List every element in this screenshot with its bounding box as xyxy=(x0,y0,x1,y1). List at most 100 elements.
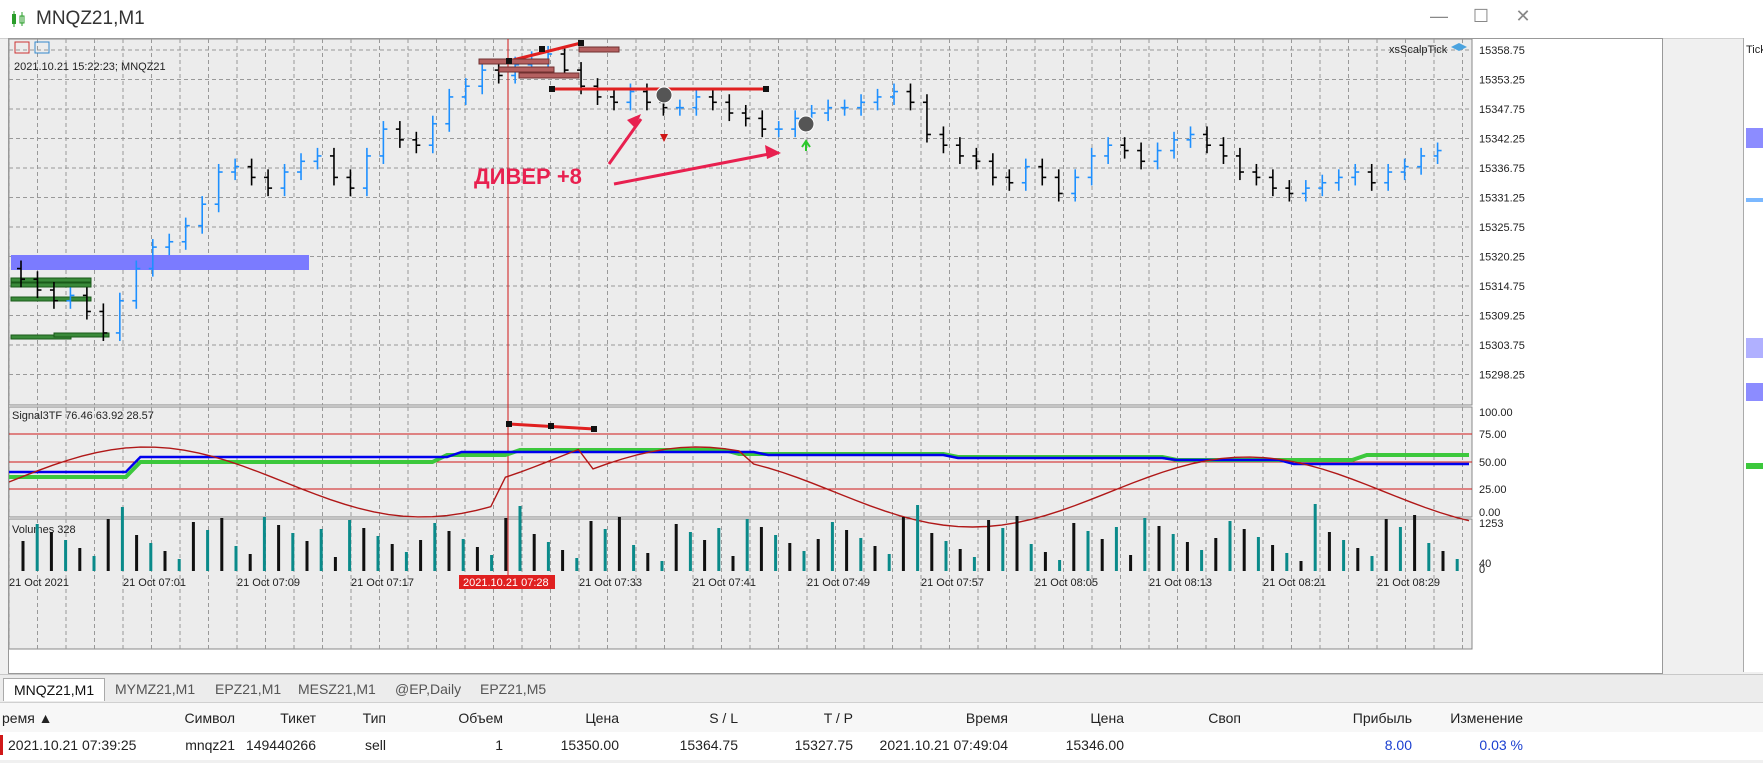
price-bar xyxy=(1301,180,1310,202)
price-bar xyxy=(708,88,717,111)
cursor-time-badge xyxy=(459,575,555,589)
volume-tick-label: 0 xyxy=(1479,564,1485,576)
volume-label: Volumes 328 xyxy=(12,524,76,536)
price-bar xyxy=(741,104,750,127)
price-bar xyxy=(99,303,108,341)
price-bar xyxy=(824,99,833,122)
cell-price-open: 15350.00 xyxy=(560,737,619,753)
annotation-arrowhead-2 xyxy=(765,145,781,159)
price-bar xyxy=(428,115,437,154)
sell-entry-marker[interactable] xyxy=(655,86,673,104)
col-profit[interactable]: Прибыль xyxy=(1352,710,1412,726)
price-bar xyxy=(1235,147,1244,181)
price-bar xyxy=(972,147,981,170)
osc-tick-label: 25.00 xyxy=(1479,484,1507,496)
cell-close-time: 2021.10.21 07:49:04 xyxy=(879,737,1008,753)
cell-open-time: 2021.10.21 07:39:25 xyxy=(8,737,137,753)
trendline-anchor xyxy=(506,58,512,64)
cell-sl: 15364.75 xyxy=(679,737,738,753)
chart-info-line: 2021.10.21 15:22:23; MNQZ21 xyxy=(14,61,166,73)
price-bar xyxy=(1202,126,1211,154)
secondary-chart-strip[interactable]: Tick xyxy=(1743,38,1763,672)
time-tick-label: 21 Oct 08:05 xyxy=(1035,577,1098,589)
tab-mnqz21-m1[interactable]: MNQZ21,M1 xyxy=(3,678,106,701)
cell-symbol: mnqz21 xyxy=(185,737,235,753)
strip-zone-4 xyxy=(1746,383,1763,401)
price-tick-label: 15353.25 xyxy=(1479,75,1525,87)
tab-ep-daily[interactable]: @EP,Daily xyxy=(395,681,462,697)
annotation-arrow-1 xyxy=(607,118,643,165)
cell-change: 0.03 % xyxy=(1479,737,1523,753)
price-bar xyxy=(1137,142,1146,170)
buy-exit-marker[interactable] xyxy=(797,115,815,133)
price-bar xyxy=(132,260,141,309)
price-bar xyxy=(395,121,404,148)
price-bar xyxy=(1170,131,1179,159)
col-symbol[interactable]: Символ xyxy=(184,710,235,726)
close-button[interactable]: ✕ xyxy=(1515,6,1531,26)
price-bar xyxy=(1071,169,1080,202)
price-bar xyxy=(214,163,223,213)
chart-settings-icon[interactable] xyxy=(34,41,50,54)
chart-window[interactable]: 15358.75 15353.25 15347.75 15342.25 15336.75… xyxy=(8,38,1663,674)
sell-indicator xyxy=(0,735,3,755)
list-icon[interactable] xyxy=(14,41,30,54)
volume-pane xyxy=(9,518,1473,650)
osc-tick-label: 0.00 xyxy=(1479,507,1500,519)
price-tick-label: 15325.75 xyxy=(1479,222,1525,234)
trendline-anchor xyxy=(578,40,584,46)
price-bar xyxy=(1318,174,1327,197)
oscillator-label: Signal3TF 76.46 63.92 28.57 xyxy=(12,410,154,422)
price-bar xyxy=(1252,163,1261,186)
price-bar xyxy=(1268,169,1277,197)
price-bar xyxy=(478,62,487,95)
price-bar xyxy=(329,147,338,186)
price-bar xyxy=(247,158,256,186)
col-swap[interactable]: Своп xyxy=(1208,710,1241,726)
minimize-button[interactable]: — xyxy=(1430,6,1448,26)
col-change[interactable]: Изменение xyxy=(1450,710,1523,726)
divergence-annotation: ДИВЕР +8 xyxy=(474,164,582,189)
annotation-arrowhead-1 xyxy=(627,114,641,128)
col-time-open[interactable]: ремя ▲ xyxy=(2,710,53,726)
price-bar xyxy=(609,88,618,111)
price-chart[interactable]: 15358.75 15353.25 15347.75 15342.25 15336.75… xyxy=(9,39,1662,673)
time-tick-label: 21 Oct 07:17 xyxy=(351,577,414,589)
price-bar xyxy=(1120,137,1129,159)
window-title: MNQZ21,M1 xyxy=(36,8,145,29)
osc-anchor xyxy=(591,426,597,432)
sort-up-icon: ▲ xyxy=(38,710,53,726)
annotation-arrow-2 xyxy=(613,152,770,186)
col-type[interactable]: Тип xyxy=(362,710,386,726)
tab-epz21-m1[interactable]: EPZ21,M1 xyxy=(215,681,282,697)
price-bar xyxy=(791,110,800,138)
tab-epz21-m5[interactable]: EPZ21,M5 xyxy=(480,681,547,697)
tab-mesz21-m1[interactable]: MESZ21,M1 xyxy=(298,681,376,697)
table-row[interactable]: 2021.10.21 07:39:25 mnqz21 149440266 sel… xyxy=(0,732,1763,760)
tab-mymz21-m1[interactable]: MYMZ21,M1 xyxy=(115,681,196,697)
price-bar xyxy=(1384,163,1393,191)
col-sl[interactable]: S / L xyxy=(709,710,738,726)
col-price-close[interactable]: Цена xyxy=(1090,710,1124,726)
maximize-button[interactable]: ☐ xyxy=(1472,6,1490,26)
col-tp[interactable]: T / P xyxy=(823,710,853,726)
price-bar xyxy=(49,281,58,309)
price-tick-label: 15320.25 xyxy=(1479,252,1525,264)
col-ticket[interactable]: Тикет xyxy=(280,710,316,726)
price-tick-label: 15298.25 xyxy=(1479,370,1525,382)
price-bar xyxy=(1038,158,1047,186)
osc-tick-label: 100.00 xyxy=(1479,407,1513,419)
price-bar xyxy=(17,260,25,288)
graduation-cap-icon xyxy=(1451,43,1467,51)
price-bar xyxy=(280,163,289,197)
price-bar xyxy=(939,126,948,154)
price-bar xyxy=(412,131,421,154)
col-time-close[interactable]: Время xyxy=(965,710,1008,726)
col-price-open[interactable]: Цена xyxy=(585,710,619,726)
time-tick-label: 21 Oct 08:29 xyxy=(1377,577,1440,589)
time-tick-label: 21 Oct 08:13 xyxy=(1149,577,1212,589)
resistance-box xyxy=(578,46,620,53)
time-tick-label: 21 Oct 07:09 xyxy=(237,577,300,589)
cell-tp: 15327.75 xyxy=(794,737,853,753)
col-volume[interactable]: Объем xyxy=(458,710,503,726)
